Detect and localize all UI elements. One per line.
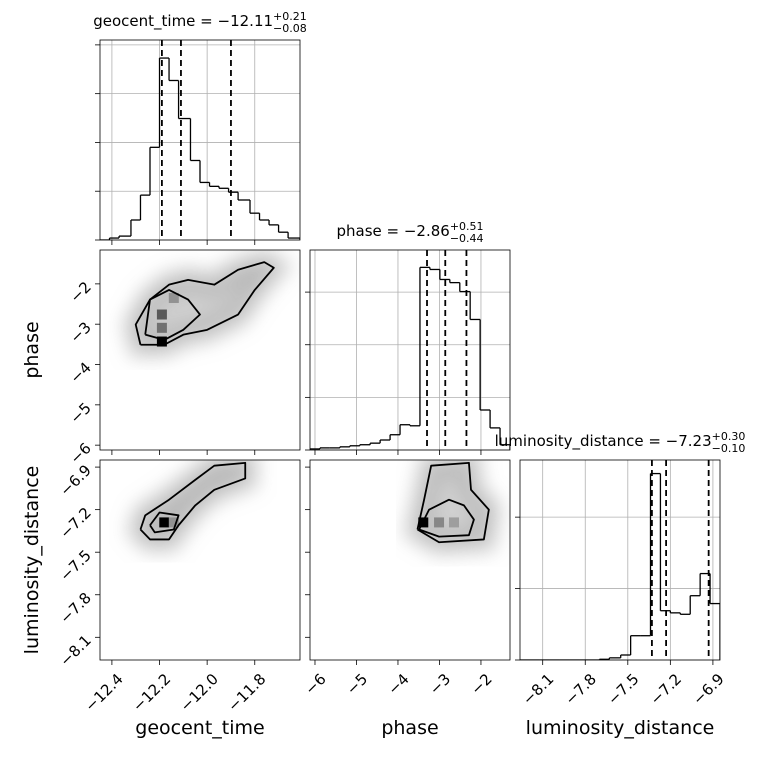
contour <box>149 511 180 534</box>
panel-title: geocent_time = −12.11+0.21 −0.08 <box>93 10 307 35</box>
plot-area <box>520 460 720 660</box>
panel: −6 −5 −4 −3 −2 phase <box>301 459 511 739</box>
density-cell <box>159 517 170 528</box>
panel-frame <box>99 39 301 241</box>
panel-title: phase = −2.86+0.51 −0.44 <box>336 220 483 245</box>
x-tick-label: −12.0 <box>177 670 222 715</box>
x-tick-label: −3 <box>426 670 454 698</box>
contour <box>144 289 201 341</box>
title-sub: −0.10 <box>712 442 746 455</box>
y-tick-label: −4 <box>66 359 94 387</box>
panel-title: luminosity_distance = −7.23+0.30 −0.10 <box>495 430 746 455</box>
x-tick-label: −7.8 <box>562 670 600 708</box>
density-cell <box>434 517 445 528</box>
density-cell <box>156 336 167 347</box>
contour <box>134 261 275 346</box>
contour <box>416 461 490 544</box>
x-axis-label: luminosity_distance <box>526 717 715 739</box>
contour <box>418 498 475 538</box>
x-tick-label: −12.2 <box>129 670 174 715</box>
x-tick-label: −6.9 <box>689 670 727 708</box>
density-cell <box>448 517 459 528</box>
title-sup: +0.30 <box>712 430 746 443</box>
y-tick-label: −6.9 <box>56 461 94 499</box>
panel-frame <box>309 459 511 661</box>
panel: phase = −2.86+0.51 −0.44 <box>305 220 511 455</box>
panel-frame <box>309 249 511 451</box>
x-tick-label: −12.4 <box>81 670 126 715</box>
plot-area <box>402 460 503 556</box>
title-sub: −0.08 <box>273 22 307 35</box>
y-tick-label: −2 <box>66 278 94 306</box>
title-text: phase = −2.86 <box>336 222 449 240</box>
title-sup: +0.21 <box>273 10 307 23</box>
plot-area <box>121 250 294 358</box>
x-axis-label: phase <box>381 717 438 739</box>
scatter-cloud <box>125 460 259 553</box>
title-sup: +0.51 <box>450 220 484 233</box>
panel: −12.4 −12.2 −12.0 −11.8 −8.1 −7.8 −7.5 −7.2 −6.9… <box>21 459 301 739</box>
x-tick-label: −7.5 <box>604 670 642 708</box>
scatter-cloud <box>121 250 294 358</box>
panel-frame <box>99 249 301 451</box>
density-cell <box>168 292 179 303</box>
y-tick-label: −5 <box>66 399 94 427</box>
title-text: luminosity_distance = −7.23 <box>495 432 712 451</box>
x-tick-label: −11.8 <box>224 670 269 715</box>
panel-frame <box>99 459 301 661</box>
plot-area <box>100 40 300 240</box>
x-tick-label: −4 <box>384 670 412 698</box>
panel: geocent_time = −12.11+0.21 −0.08 <box>93 10 307 245</box>
title-text: geocent_time = −12.11 <box>93 12 273 31</box>
panel: luminosity_distance = −7.23+0.30 −0.10 −8.… <box>495 430 746 739</box>
y-tick-label: −7.5 <box>56 546 94 584</box>
x-tick-label: −7.2 <box>647 670 685 708</box>
title-sub: −0.44 <box>450 232 484 245</box>
density-cell <box>168 517 179 528</box>
y-tick-label: −7.2 <box>56 504 94 542</box>
x-tick-label: −6 <box>301 670 329 698</box>
plot-area <box>310 250 510 450</box>
x-tick-label: −2 <box>467 670 495 698</box>
plot-area <box>125 460 259 553</box>
y-axis-label: phase <box>21 321 43 378</box>
density-cell <box>156 309 167 320</box>
contour <box>139 461 247 541</box>
x-tick-label: −5 <box>343 670 371 698</box>
x-tick-label: −8.1 <box>519 670 557 708</box>
x-axis-label: geocent_time <box>135 717 264 739</box>
y-axis-label: luminosity_distance <box>21 466 43 655</box>
density-cell <box>156 322 167 333</box>
scatter-cloud <box>402 460 503 556</box>
panel-frame <box>519 459 721 661</box>
y-tick-label: −3 <box>66 318 94 346</box>
y-tick-label: −7.8 <box>56 589 94 627</box>
y-tick-label: −8.1 <box>56 631 94 669</box>
